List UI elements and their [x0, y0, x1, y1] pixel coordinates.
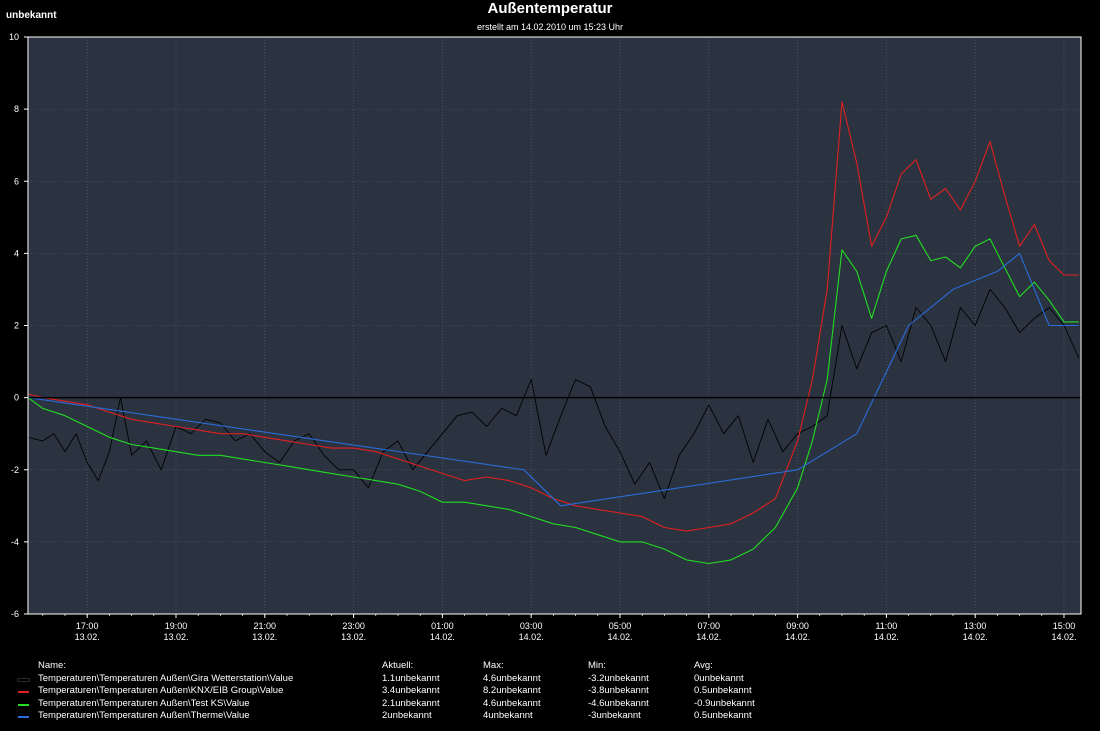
x-tick-date-label: 14.02. — [1051, 632, 1076, 642]
y-tick-label: -2 — [11, 465, 19, 475]
series-lines — [27, 101, 1081, 565]
legend-row: Temperaturen\Temperaturen Außen\Gira Wet… — [0, 673, 1100, 686]
grid — [28, 36, 1081, 615]
legend-header-name: Name: — [38, 660, 66, 671]
legend-series-name: Temperaturen\Temperaturen Außen\Therme\V… — [38, 710, 250, 721]
x-tick-label: 11:00 — [875, 621, 897, 631]
x-tick-label: 17:00 — [76, 621, 99, 631]
plot-frame — [27, 36, 1082, 615]
y-tick-label: -6 — [11, 609, 19, 619]
legend-series-name: Temperaturen\Temperaturen Außen\Gira Wet… — [38, 672, 294, 684]
x-tick-date-label: 13.02. — [163, 632, 188, 642]
plot-background — [28, 37, 1081, 614]
y-tick-label: 10 — [9, 32, 19, 42]
legend-min-value: -3.2unbekannt — [588, 672, 649, 684]
legend-max-value: 4.6unbekannt — [483, 697, 541, 709]
legend-avg-value: 0.5unbekannt — [694, 710, 752, 721]
legend-max-value: 4unbekannt — [483, 710, 533, 721]
legend-aktuell-value: 3.4unbekannt — [382, 685, 440, 696]
x-tick-date-label: 14.02. — [607, 632, 632, 642]
legend-min-value: -4.6unbekannt — [588, 697, 649, 709]
x-tick-label: 15:00 — [1053, 621, 1076, 631]
y-tick-label: 4 — [14, 248, 19, 258]
legend-header-max: Max: — [483, 660, 504, 671]
legend-swatch — [18, 691, 29, 693]
y-tick-label: 2 — [14, 321, 19, 331]
x-tick-label: 05:00 — [609, 621, 632, 631]
legend-max-value: 4.6unbekannt — [483, 672, 541, 684]
x-tick-date-label: 13.02. — [75, 632, 100, 642]
legend-header-aktuell: Aktuell: — [382, 660, 414, 671]
x-tick-label: 21:00 — [254, 621, 277, 631]
legend-swatch — [18, 703, 29, 706]
chart-subtitle: erstellt am 14.02.2010 um 15:23 Uhr — [476, 22, 624, 32]
x-tick-date-label: 13.02. — [341, 632, 366, 642]
x-tick-label: 23:00 — [342, 621, 365, 631]
x-tick-date-label: 14.02. — [430, 632, 455, 642]
legend-max-value: 8.2unbekannt — [483, 685, 541, 696]
legend-swatch — [18, 716, 29, 718]
legend-row: Temperaturen\Temperaturen Außen\KNX/EIB … — [0, 685, 1100, 698]
x-tick-label: 13:00 — [964, 621, 987, 631]
x-tick-label: 07:00 — [698, 621, 721, 631]
legend: Name: Aktuell: Max: Min: Avg: Temperatur… — [0, 660, 1100, 723]
series-line — [27, 288, 1080, 500]
x-tick-label: 03:00 — [520, 621, 543, 631]
series-line — [27, 234, 1079, 565]
x-tick-label: 09:00 — [786, 621, 809, 631]
legend-header: Name: Aktuell: Max: Min: Avg: — [0, 660, 1100, 673]
x-tick-date-label: 14.02. — [519, 632, 544, 642]
legend-avg-value: -0.9unbekannt — [694, 697, 755, 709]
legend-min-value: -3.8unbekannt — [588, 685, 649, 696]
legend-row: Temperaturen\Temperaturen Außen\Therme\V… — [0, 710, 1100, 723]
y-tick-label: 6 — [14, 176, 19, 186]
legend-aktuell-value: 2.1unbekannt — [382, 697, 440, 709]
y-axis-unit-label: unbekannt — [6, 10, 57, 21]
legend-series-name: Temperaturen\Temperaturen Außen\KNX/EIB … — [38, 685, 284, 696]
legend-swatch — [18, 678, 29, 681]
series-line — [27, 101, 1079, 532]
axes: -6-4-2024681017:0013.02.19:0013.02.21:00… — [9, 32, 1082, 642]
x-tick-date-label: 14.02. — [785, 632, 810, 642]
series-line — [27, 252, 1079, 507]
x-tick-date-label: 13.02. — [252, 632, 277, 642]
x-tick-label: 01:00 — [431, 621, 454, 631]
x-tick-date-label: 14.02. — [696, 632, 721, 642]
legend-header-min: Min: — [588, 660, 606, 671]
legend-aktuell-value: 2unbekannt — [382, 710, 432, 721]
legend-avg-value: 0unbekannt — [694, 672, 744, 684]
legend-min-value: -3unbekannt — [588, 710, 641, 721]
x-tick-date-label: 14.02. — [874, 632, 899, 642]
x-tick-label: 19:00 — [165, 621, 188, 631]
legend-header-avg: Avg: — [694, 660, 713, 671]
y-tick-label: -4 — [11, 537, 19, 547]
legend-series-name: Temperaturen\Temperaturen Außen\Test KS\… — [38, 697, 250, 709]
legend-avg-value: 0.5unbekannt — [694, 685, 752, 696]
y-tick-label: 0 — [14, 393, 19, 403]
chart-title: Außentemperatur — [487, 0, 613, 17]
y-tick-label: 8 — [14, 104, 19, 114]
legend-aktuell-value: 1.1unbekannt — [382, 672, 440, 684]
legend-row: Temperaturen\Temperaturen Außen\Test KS\… — [0, 698, 1100, 711]
x-tick-date-label: 14.02. — [963, 632, 988, 642]
